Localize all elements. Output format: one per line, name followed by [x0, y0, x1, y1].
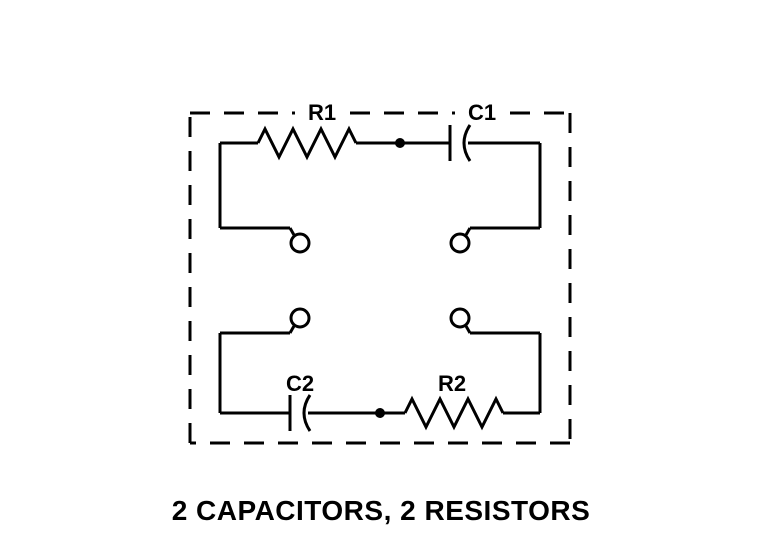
node-dot-top [395, 138, 405, 148]
diagram-caption: 2 CAPACITORS, 2 RESISTORS [172, 495, 591, 527]
terminal-bottom-left [291, 309, 309, 327]
circuit-svg: R1 C1 C2 R2 [0, 33, 762, 483]
label-r1: R1 [308, 100, 336, 125]
circuit-diagram-container: R1 C1 C2 R2 2 CAPACITORS, 2 RESISTORS [0, 33, 762, 527]
terminal-top-left [291, 234, 309, 252]
label-r2: R2 [438, 371, 466, 396]
node-dot-bottom [375, 408, 385, 418]
terminal-bottom-right [451, 309, 469, 327]
terminal-top-right [451, 234, 469, 252]
label-c1: C1 [468, 100, 496, 125]
label-c2: C2 [286, 371, 314, 396]
